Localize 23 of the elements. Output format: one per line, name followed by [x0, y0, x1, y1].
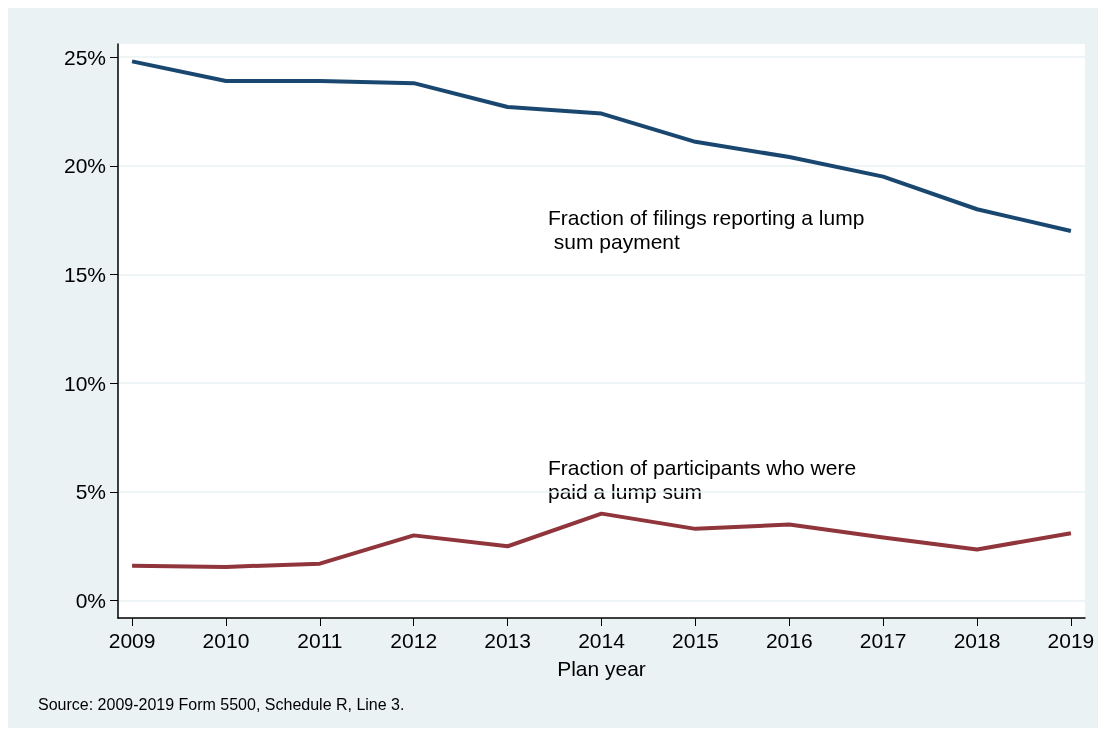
- source-note: Source: 2009-2019 Form 5500, Schedule R, Line 3.: [38, 695, 405, 713]
- x-tick-label: 2013: [484, 629, 531, 652]
- line-series: [130, 511, 1073, 569]
- x-tick-label: 2014: [578, 629, 626, 652]
- series-label: Fraction of participants who were paid a lump sum: [548, 455, 862, 503]
- x-tick-label: 2015: [672, 629, 719, 652]
- x-tick-label: 2017: [859, 629, 907, 652]
- x-tick-label: 2011: [297, 629, 343, 652]
- x-tick-label: 2009: [108, 629, 156, 652]
- x-axis-title: Plan year: [557, 657, 646, 680]
- y-tick-label: 20%: [63, 154, 106, 178]
- x-tick-label: 2010: [202, 629, 250, 652]
- y-tick-label: 25%: [63, 45, 106, 69]
- y-tick-label: 0%: [75, 589, 106, 613]
- x-tick-label: 2019: [1047, 629, 1095, 652]
- y-tick-label: 10%: [63, 371, 106, 395]
- y-tick-label: 5%: [75, 480, 106, 504]
- x-tick-label: 2012: [390, 629, 438, 652]
- line-series: [130, 59, 1073, 233]
- y-tick-label: 15%: [63, 262, 106, 286]
- x-tick-label: 2018: [953, 629, 1001, 652]
- x-tick-label: 2016: [765, 629, 813, 652]
- series-label: Fraction of filings reporting a lump sum payment: [548, 205, 865, 253]
